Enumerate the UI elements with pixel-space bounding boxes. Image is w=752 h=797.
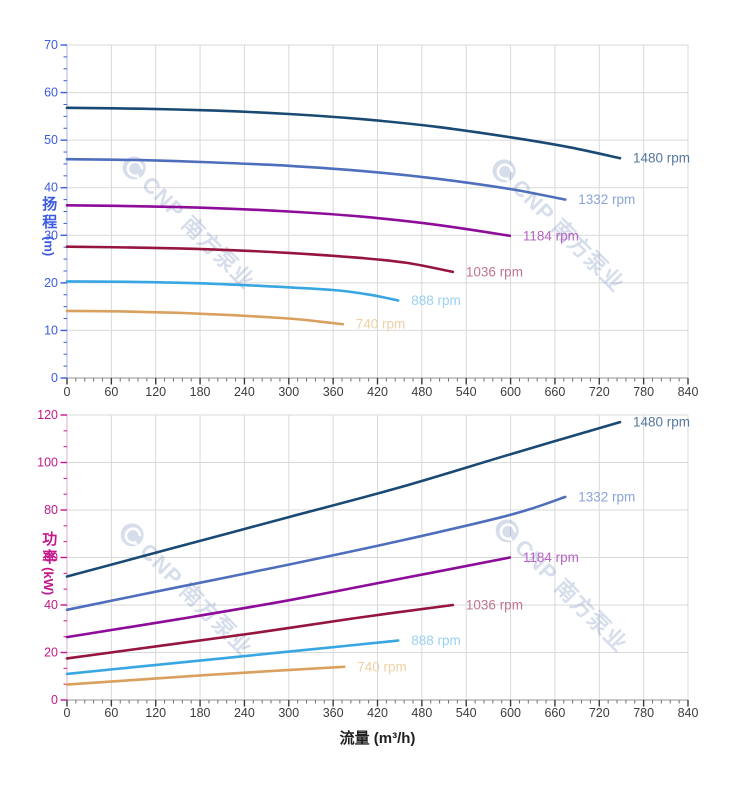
power-axis-unit: (kW) [41,567,57,596]
power-curve-label-888-rpm: 888 rpm [411,633,461,648]
power-curve-1184-rpm [65,556,512,639]
x-tick-label: 120 [145,385,166,399]
y-tick-label: 50 [44,133,58,147]
head-curve-label-1332-rpm: 1332 rpm [578,192,635,207]
y-tick-label: 10 [44,323,58,337]
power-curve-label-1036-rpm: 1036 rpm [466,598,523,613]
y-tick-label: 0 [51,693,58,707]
x-tick-label: 720 [589,706,610,720]
power-curve-740-rpm [65,665,346,686]
watermark-logo-swirl-icon [499,523,517,540]
watermark-logo-swirl-icon [126,160,144,177]
watermark-logo-arrow-icon [508,536,513,542]
power-curve-1332-rpm [65,495,567,612]
watermark-logo-arrow-icon [133,540,138,546]
head-curve-1184-rpm [65,204,512,238]
x-tick-label: 420 [367,385,388,399]
x-tick-label: 780 [633,385,654,399]
x-tick-label: 0 [64,385,71,399]
x-tick-label: 60 [104,385,118,399]
y-tick-label: 80 [44,503,58,517]
x-tick-label: 360 [323,385,344,399]
head-curve-label-888-rpm: 888 rpm [411,293,461,308]
x-tick-label: 300 [278,385,299,399]
y-tick-label: 60 [44,86,58,100]
head-curve-label-1184-rpm: 1184 rpm [523,228,579,243]
y-tick-label: 100 [37,456,58,470]
x-tick-label: 540 [456,385,477,399]
x-tick-label: 120 [145,706,166,720]
flow-axis-title: 流量 (m³/h) [339,730,416,747]
head-curve-label-740-rpm: 740 rpm [356,317,406,332]
x-tick-label: 720 [589,385,610,399]
head-axis-title-text: 扬程 [40,196,58,232]
x-tick-label: 0 [64,706,71,720]
x-tick-label: 180 [190,385,211,399]
y-tick-label: 60 [44,551,58,565]
watermark-logo-arrow-icon [505,176,510,182]
watermark-logo-swirl-icon [124,527,142,544]
y-tick-label: 20 [44,646,58,660]
power-curve-label-1184-rpm: 1184 rpm [523,550,579,565]
y-tick-label: 30 [44,228,58,242]
y-tick-label: 70 [44,38,58,52]
head-curve-label-1036-rpm: 1036 rpm [466,264,523,279]
y-tick-label: 0 [51,371,58,385]
x-tick-label: 420 [367,706,388,720]
head-curve-label-1480-rpm: 1480 rpm [633,151,690,166]
x-tick-label: 300 [278,706,299,720]
head-axis-unit: (m) [41,236,57,257]
x-tick-label: 360 [323,706,344,720]
x-tick-label: 840 [678,385,699,399]
head-curve-1036-rpm [65,245,455,274]
y-tick-label: 20 [44,276,58,290]
x-tick-label: 60 [104,706,118,720]
x-tick-label: 240 [234,385,255,399]
x-tick-label: 780 [633,706,654,720]
head-curve-1332-rpm [65,157,567,201]
head-curve-1480-rpm [65,106,622,160]
x-tick-label: 840 [678,706,699,720]
x-tick-label: 180 [190,706,211,720]
x-tick-label: 540 [456,706,477,720]
x-tick-label: 600 [500,385,521,399]
x-tick-label: 240 [234,706,255,720]
watermark-logo-arrow-icon [135,173,140,179]
x-tick-label: 660 [544,385,565,399]
power-curve-label-1480-rpm: 1480 rpm [633,415,690,430]
head-axis-title: 扬程 (m) [33,196,63,257]
power-axis-title: 功率 (kW) [33,531,63,595]
x-tick-label: 480 [411,385,432,399]
head-curve-740-rpm [65,309,345,326]
power-curve-1036-rpm [65,603,455,660]
y-tick-label: 120 [37,408,58,422]
x-tick-label: 660 [544,706,565,720]
watermark-logo-swirl-icon [496,163,514,180]
y-tick-label: 40 [44,598,58,612]
power-curve-1480-rpm [65,420,622,578]
power-curve-label-1332-rpm: 1332 rpm [578,489,635,504]
power-curve-888-rpm [65,639,400,676]
x-tick-label: 600 [500,706,521,720]
power-curve-label-740-rpm: 740 rpm [357,659,407,674]
y-tick-label: 40 [44,181,58,195]
head-curve-888-rpm [65,280,400,302]
power-axis-title-text: 功率 [40,531,58,567]
x-tick-label: 480 [411,706,432,720]
